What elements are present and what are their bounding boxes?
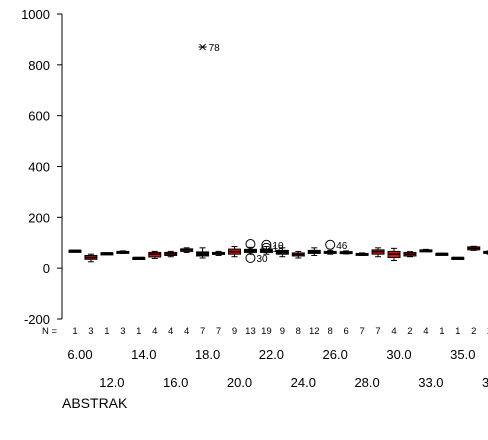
n-prefix: N = [42, 326, 58, 337]
category-label: 39.0 [482, 375, 488, 390]
n-count-row: N =131314447791319981286774241122 [42, 326, 488, 337]
category-label: 14.0 [131, 347, 156, 362]
outlier-label: 10 [272, 241, 284, 252]
y-tick-label: 400 [28, 160, 50, 175]
n-count: 13 [245, 326, 256, 337]
n-count: 1 [104, 326, 109, 337]
n-count: 8 [328, 326, 333, 337]
n-count: 1 [455, 326, 460, 337]
box-group [435, 252, 449, 256]
n-count: 12 [309, 326, 320, 337]
box-group [323, 249, 337, 255]
box-group [68, 249, 82, 253]
box-group [164, 250, 178, 258]
outlier-marker [245, 239, 256, 250]
boxes [68, 245, 488, 263]
outlier-label: 30 [256, 254, 268, 265]
n-count: 2 [471, 326, 476, 337]
n-count: 1 [136, 326, 141, 337]
box-group [307, 247, 321, 256]
box-group [180, 247, 194, 253]
n-count: 1 [72, 326, 77, 337]
box-group [148, 250, 162, 260]
y-tick-label: 1000 [21, 7, 50, 22]
n-count: 4 [184, 326, 189, 337]
box-group [100, 252, 114, 256]
star-stroke [199, 43, 206, 51]
box-group [403, 251, 417, 258]
box-group [228, 246, 241, 258]
box-group [355, 252, 369, 256]
y-tick-label: 0 [43, 261, 50, 276]
box-group [419, 248, 433, 253]
box-group [84, 253, 98, 263]
category-label: 12.0 [99, 375, 124, 390]
n-count: 9 [232, 326, 237, 337]
outlier-marker [261, 242, 272, 253]
outlier-label: 18 [272, 244, 284, 255]
category-label: 26.0 [323, 347, 348, 362]
category-label: 35.0 [450, 347, 475, 362]
box-group [483, 250, 488, 255]
n-count: 7 [375, 326, 380, 337]
n-count: 7 [359, 326, 364, 337]
outlier-label: 78 [209, 43, 221, 54]
y-tick-label: 200 [28, 210, 50, 225]
category-label: 24.0 [291, 375, 316, 390]
n-count: 4 [391, 326, 396, 337]
category-label: 28.0 [354, 375, 379, 390]
x-axis-title: ABSTRAK [62, 395, 128, 411]
y-tick-label: 600 [28, 109, 50, 124]
n-count: 6 [344, 326, 349, 337]
outlier-marker [261, 239, 272, 250]
box-group [275, 247, 289, 258]
n-count: 4 [423, 326, 428, 337]
category-label: 18.0 [195, 347, 220, 362]
category-label: 30.0 [386, 347, 411, 362]
box-group [451, 256, 465, 260]
n-count: 3 [120, 326, 125, 337]
box-group [371, 247, 385, 258]
n-count: 1 [439, 326, 444, 337]
box-group [132, 256, 146, 260]
n-count: 2 [407, 326, 412, 337]
n-count: 7 [200, 326, 205, 337]
n-count: 7 [216, 326, 221, 337]
extreme-marker [198, 43, 207, 51]
n-count: 4 [152, 326, 157, 337]
n-count: 8 [296, 326, 301, 337]
box-group [196, 247, 210, 259]
category-label: 33.0 [418, 375, 443, 390]
outlier-marker [245, 253, 256, 263]
axes: -200 0 200 400 600 800 1000 [21, 7, 63, 327]
outlier-label: 46 [336, 241, 348, 252]
box-group [387, 247, 401, 262]
n-count: 4 [168, 326, 173, 337]
box-group [339, 250, 353, 255]
box-group [291, 250, 305, 259]
n-count: 3 [88, 326, 93, 337]
category-label: 6.00 [67, 347, 92, 362]
outlier-marker [325, 239, 336, 250]
n-count: 9 [280, 326, 285, 337]
n-count: 19 [261, 326, 272, 337]
category-label: 16.0 [163, 375, 188, 390]
category-label: 20.0 [227, 375, 252, 390]
box-group [212, 250, 226, 256]
y-tick-label: -200 [24, 312, 50, 327]
y-tick-label: 800 [28, 58, 50, 73]
category-label: 22.0 [259, 347, 284, 362]
box-group [116, 250, 130, 254]
category-labels: 6.00 12.0 14.0 16.0 18.0 20.0 22.0 24.0 26.0 28.0… [67, 347, 488, 390]
box-group [467, 245, 481, 251]
